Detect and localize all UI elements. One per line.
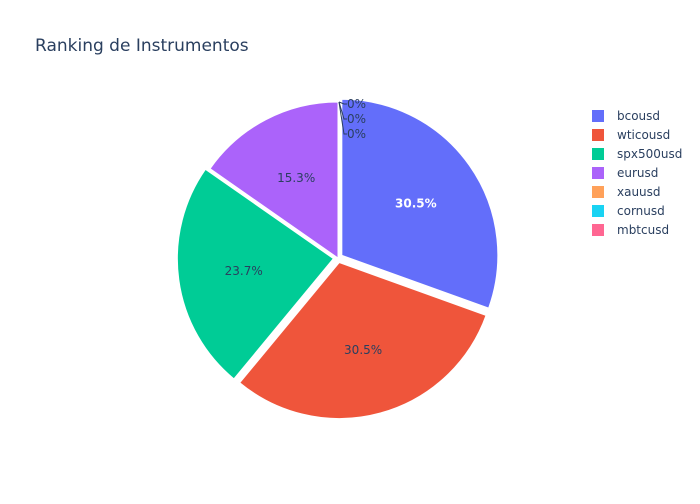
pie-slices (176, 98, 499, 419)
leader-line-mbtcusd (338, 101, 347, 135)
legend-swatch-wticousd[interactable] (592, 129, 604, 141)
slice-label-cornusd: 0% (347, 112, 366, 126)
leader-line-cornusd (338, 101, 347, 120)
legend-item-wticousd[interactable]: wticousd (617, 128, 670, 142)
slice-label-wticousd: 30.5% (344, 343, 382, 357)
legend-swatch-xauusd[interactable] (592, 186, 604, 198)
pie-slice-labels: 30.5% 30.5% 23.7% 15.3% (225, 171, 437, 357)
pie-slice-wticousd (239, 261, 487, 419)
slice-label-xauusd: 0% (347, 97, 366, 111)
legend-item-spx500usd[interactable]: spx500usd (617, 147, 682, 161)
legend-item-xauusd[interactable]: xauusd (617, 185, 661, 199)
legend-item-mbtcusd[interactable]: mbtcusd (617, 223, 669, 237)
pie-slice-bcousd (341, 98, 499, 309)
legend-swatch-cornusd[interactable] (592, 205, 604, 217)
slice-label-mbtcusd: 0% (347, 127, 366, 141)
legend-item-bcousd[interactable]: bcousd (617, 109, 660, 123)
chart-title: Ranking de Instrumentos (35, 36, 249, 56)
pie-slice-spx500usd (176, 168, 335, 380)
legend-item-cornusd[interactable]: cornusd (617, 204, 665, 218)
pie-outside-labels: 0%0%0% (338, 97, 366, 141)
legend-swatch-mbtcusd[interactable] (592, 224, 604, 236)
pie-slice-eurusd (209, 101, 339, 259)
legend-item-eurusd[interactable]: eurusd (617, 166, 658, 180)
legend-swatch-eurusd[interactable] (592, 167, 604, 179)
slice-label-eurusd: 15.3% (277, 171, 315, 185)
legend-swatch-bcousd[interactable] (592, 110, 604, 122)
slice-label-spx500usd: 23.7% (225, 264, 263, 278)
leader-line-xauusd (338, 101, 347, 105)
legend-swatch-spx500usd[interactable] (592, 148, 604, 160)
legend: bcousd wticousd spx500usd eurusd xauusd cornu… (592, 109, 682, 237)
slice-label-bcousd: 30.5% (395, 196, 437, 210)
